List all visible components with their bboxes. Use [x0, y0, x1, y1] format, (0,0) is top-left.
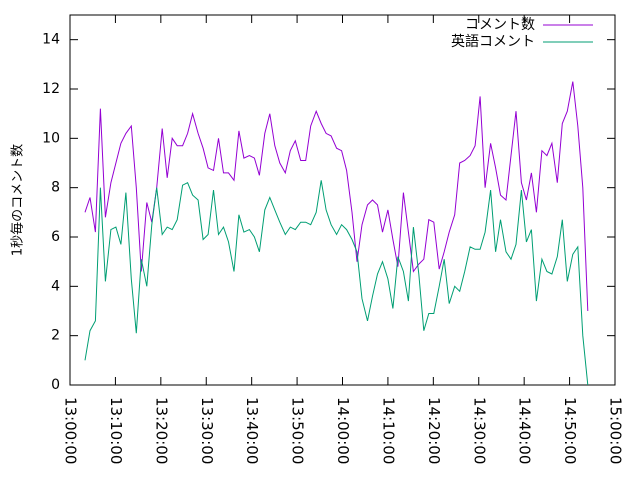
- y-tick-label: 4: [51, 278, 60, 294]
- x-tick-label: 14:30:00: [470, 397, 488, 464]
- x-tick-label: 13:20:00: [152, 397, 170, 464]
- x-tick-label: 13:40:00: [243, 397, 261, 464]
- x-tick-label: 14:10:00: [379, 397, 397, 464]
- x-tick-label: 14:40:00: [516, 397, 534, 464]
- y-tick-label: 2: [51, 328, 60, 344]
- x-tick-label: 13:00:00: [62, 397, 80, 464]
- y-axis-label: 1秒毎のコメント数: [10, 144, 26, 256]
- x-tick-label: 15:00:00: [607, 397, 625, 464]
- series-line: [84, 180, 589, 386]
- x-tick-label: 13:50:00: [289, 397, 307, 464]
- x-tick-label: 14:50:00: [561, 397, 579, 464]
- y-tick-label: 0: [51, 377, 60, 393]
- y-tick-label: 8: [51, 180, 60, 196]
- series-line: [84, 81, 589, 312]
- y-tick-label: 12: [42, 81, 60, 97]
- y-tick-label: 6: [51, 229, 60, 245]
- y-tick-label: 10: [42, 130, 60, 146]
- legend-label: 英語コメント: [451, 33, 535, 50]
- x-tick-label: 13:30:00: [198, 397, 216, 464]
- x-tick-label: 14:20:00: [425, 397, 443, 464]
- plot-frame: [69, 14, 616, 386]
- x-tick-label: 13:10:00: [107, 397, 125, 464]
- y-tick-label: 14: [42, 32, 60, 48]
- legend-label: コメント数: [465, 17, 535, 33]
- x-tick-label: 14:00:00: [334, 397, 352, 464]
